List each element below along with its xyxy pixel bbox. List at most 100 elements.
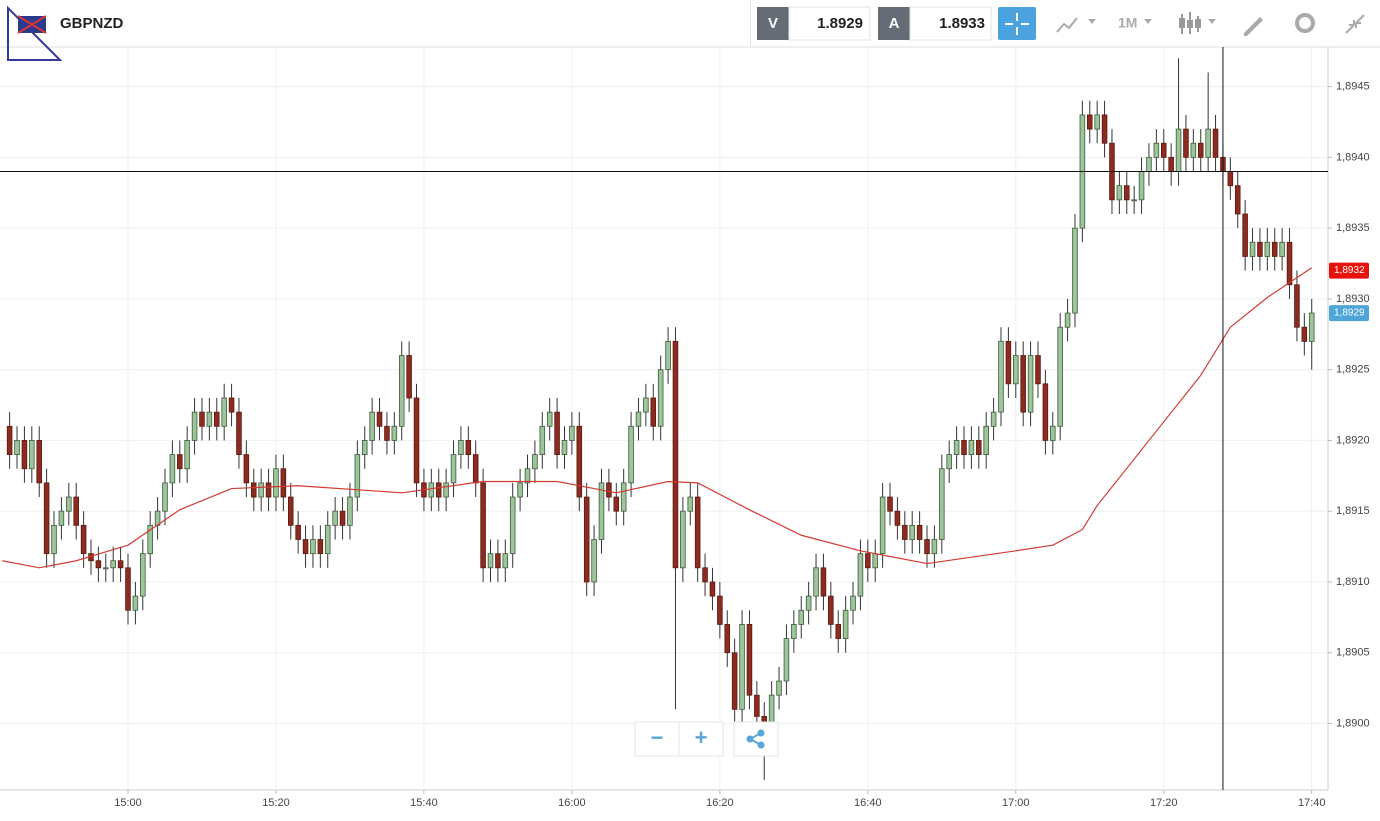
x-tick-label: 17:00 bbox=[1002, 797, 1030, 809]
candle-body bbox=[820, 567, 827, 597]
candle-body bbox=[361, 440, 368, 455]
candle-body bbox=[1005, 340, 1012, 385]
y-tick-label: 1,8935 bbox=[1336, 222, 1370, 234]
flag-icon bbox=[17, 15, 47, 34]
x-tick-label: 16:00 bbox=[558, 797, 586, 809]
candle-body bbox=[1160, 142, 1167, 158]
candle-body bbox=[317, 539, 324, 555]
candle-body bbox=[961, 440, 967, 455]
collapse-icon[interactable] bbox=[1345, 14, 1365, 34]
candle-body bbox=[1308, 312, 1315, 342]
candle-body bbox=[117, 560, 124, 569]
candle-body bbox=[902, 524, 908, 540]
price-badge-label: 1,8932 bbox=[1334, 265, 1365, 276]
candle-body bbox=[43, 482, 50, 555]
bid-price: 1.8929 bbox=[817, 15, 863, 32]
candle-body bbox=[694, 496, 701, 569]
candle-body bbox=[517, 482, 523, 498]
x-tick-label: 15:00 bbox=[114, 797, 142, 809]
candle-body bbox=[21, 440, 28, 470]
candle-body bbox=[280, 468, 287, 498]
bid-label: V bbox=[768, 15, 778, 32]
symbol[interactable]: GBPNZD bbox=[60, 15, 124, 32]
candle-body bbox=[140, 553, 146, 597]
candle-body bbox=[1072, 227, 1078, 314]
x-tick-label: 17:20 bbox=[1150, 797, 1178, 809]
plot-area: 1,8900 1,8905 1,8910 1,8915 1,8920 1,8925 1,89… bbox=[0, 47, 1370, 809]
candle-body bbox=[546, 411, 553, 427]
crosshair-button[interactable] bbox=[998, 7, 1036, 40]
candle-body bbox=[103, 567, 109, 570]
chart-type-icon bbox=[1195, 19, 1201, 28]
candle-body bbox=[613, 496, 620, 512]
candle-body bbox=[428, 482, 435, 498]
candle-body bbox=[339, 510, 346, 526]
candle-body bbox=[554, 411, 560, 455]
candle-body bbox=[620, 482, 627, 512]
y-tick-label: 1,8925 bbox=[1336, 364, 1370, 376]
candle-body bbox=[487, 553, 494, 569]
candle-body bbox=[258, 482, 264, 498]
candle-body bbox=[591, 539, 597, 583]
candle-body bbox=[132, 595, 139, 611]
timeframe[interactable]: 1M bbox=[1118, 15, 1137, 31]
candle-body bbox=[909, 524, 915, 540]
candle-body bbox=[184, 440, 190, 470]
candle-body bbox=[1057, 326, 1063, 427]
candle-body bbox=[939, 468, 945, 540]
candle-body bbox=[805, 595, 812, 611]
candle-body bbox=[66, 496, 72, 512]
indicator-icon[interactable] bbox=[1056, 17, 1078, 33]
bid-badge[interactable] bbox=[757, 7, 789, 40]
candle-body bbox=[73, 496, 79, 526]
candle-body bbox=[998, 340, 1004, 413]
draw-icon[interactable] bbox=[1244, 17, 1263, 36]
y-tick-label: 1,8920 bbox=[1336, 434, 1370, 446]
candle-body bbox=[539, 425, 546, 455]
x-tick-label: 15:20 bbox=[262, 797, 290, 809]
candle-body bbox=[894, 510, 901, 526]
candle-body bbox=[332, 510, 338, 526]
share-button[interactable] bbox=[733, 721, 779, 757]
candle-body bbox=[162, 482, 168, 512]
dropdown-icon bbox=[1208, 19, 1216, 24]
candle-body bbox=[1234, 185, 1241, 215]
candle-body bbox=[465, 440, 472, 455]
candle-body bbox=[1197, 142, 1204, 158]
y-tick-label: 1,8905 bbox=[1336, 647, 1370, 659]
candle-body bbox=[916, 524, 923, 540]
candle-body bbox=[1094, 114, 1100, 130]
candle-body bbox=[968, 440, 975, 455]
candle-body bbox=[376, 411, 383, 427]
candle-body bbox=[509, 496, 516, 555]
dropdown-icon bbox=[1144, 19, 1152, 24]
candle-body bbox=[1212, 128, 1219, 158]
candle-body bbox=[953, 440, 960, 455]
zoom-in[interactable]: + bbox=[695, 725, 708, 750]
candle-body bbox=[450, 454, 457, 484]
candle-body bbox=[561, 440, 568, 455]
candle-body bbox=[739, 624, 745, 710]
zoom-out[interactable]: − bbox=[651, 725, 664, 750]
candle-body bbox=[435, 482, 442, 498]
candle-body bbox=[80, 524, 87, 555]
price-badge bbox=[1329, 262, 1369, 279]
candle-body bbox=[502, 553, 509, 569]
candle-body bbox=[813, 567, 819, 597]
candle-body bbox=[495, 553, 501, 569]
candle-body bbox=[1227, 171, 1234, 187]
candle-body bbox=[1183, 128, 1189, 158]
candle-body bbox=[1271, 241, 1278, 257]
share-icon bbox=[746, 735, 754, 743]
candle-body bbox=[51, 524, 57, 555]
share-icon bbox=[757, 729, 765, 737]
candle-body bbox=[265, 482, 272, 498]
candle-body bbox=[1020, 355, 1026, 413]
ask-badge[interactable] bbox=[878, 7, 910, 40]
candle-body bbox=[354, 454, 361, 498]
y-tick-label: 1,8930 bbox=[1336, 293, 1370, 305]
candle-body bbox=[310, 539, 316, 555]
candle-body bbox=[1101, 114, 1108, 144]
settings-icon[interactable] bbox=[1295, 13, 1315, 33]
